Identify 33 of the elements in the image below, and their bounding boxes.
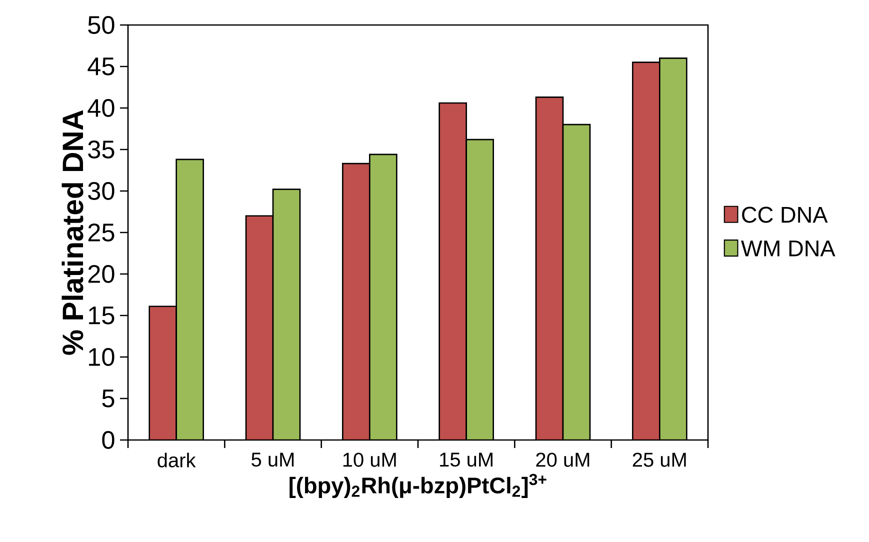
y-tick-label: 40 [88,99,114,117]
bar [562,124,591,440]
bar [632,62,660,440]
bar [438,102,467,440]
bar [342,162,370,440]
x-tick-label: dark [158,452,196,468]
x-tick-label: 20 uM [536,452,590,467]
x-tick-label: 10 uM [343,452,396,467]
y-tick-label: 5 [102,390,114,408]
y-tick-label: 50 [88,16,114,34]
bar [535,96,564,440]
y-tick-label: 20 [88,265,114,283]
y-tick-label: 0 [102,431,114,449]
bar [272,188,301,440]
bar [148,306,178,440]
y-tick-label: 15 [89,306,114,324]
bar [245,215,274,440]
y-axis-title: % Platinated DNA [62,110,84,355]
y-tick-label: 35 [88,140,114,158]
text: [(bpy)$_{2}$Rh(μ-bzp)PtCl$_{2}$]$^{3+}$ [290,474,546,498]
y-tick-label: 30 [88,182,114,200]
x-tick-label: 15 uM [440,452,492,467]
bar [658,58,688,440]
x-tick-label: 25 uM [632,452,686,467]
bar [368,154,398,440]
bar [176,158,204,440]
legend-label: WM DNA [741,240,836,256]
y-tick-label: 25 [88,224,114,242]
x-tick-label: 5 uM [252,452,294,467]
bar [466,138,494,440]
y-tick-label: 10 [89,348,114,366]
y-tick-label: 45 [88,58,114,76]
legend-label: CC DNA [742,206,828,223]
